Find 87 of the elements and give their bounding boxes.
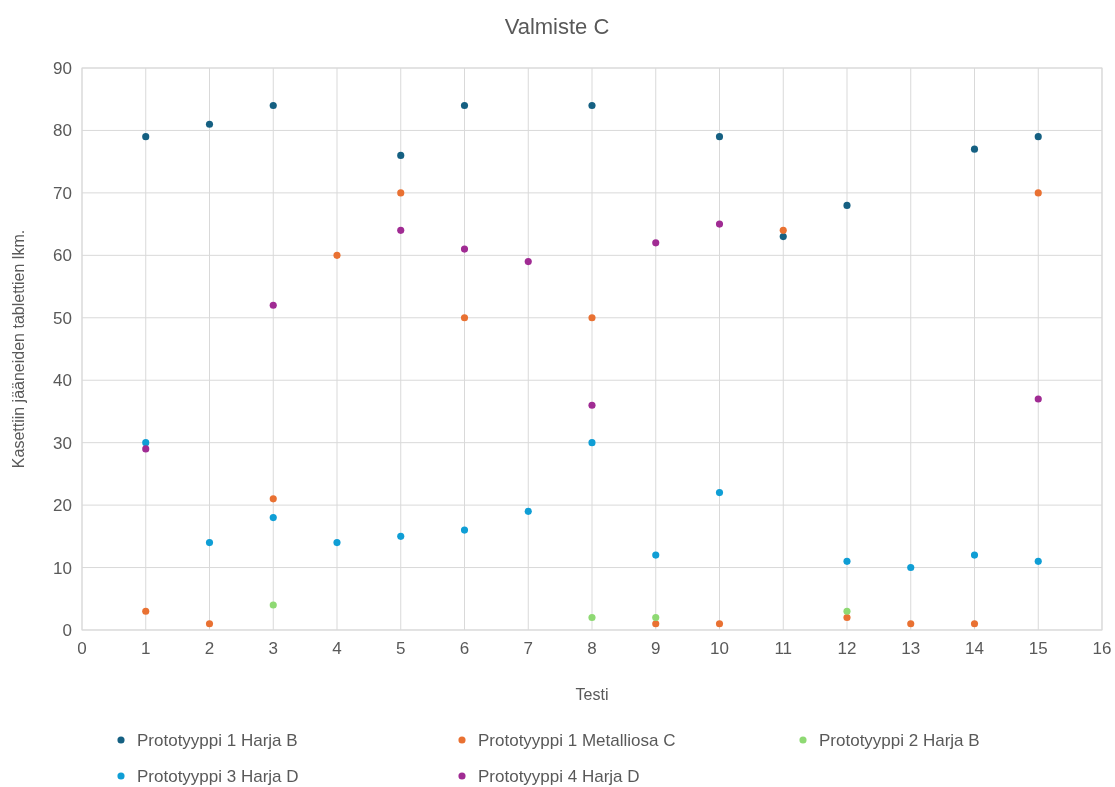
point — [843, 613, 851, 622]
point — [1034, 395, 1042, 403]
x-tick-label: 12 — [837, 639, 857, 658]
legend-label: Prototyyppi 4 Harja D — [478, 767, 640, 786]
point — [907, 563, 915, 572]
x-tick-label: 10 — [710, 639, 729, 658]
x-tick-label: 15 — [1028, 639, 1048, 658]
x-tick-label: 0 — [77, 639, 87, 658]
point — [269, 514, 277, 522]
legend-label: Prototyyppi 1 Metalliosa C — [478, 731, 676, 750]
point — [652, 239, 660, 247]
x-tick-label: 5 — [396, 639, 406, 658]
point — [1034, 557, 1042, 565]
point — [715, 133, 724, 141]
point — [460, 314, 469, 322]
point — [907, 620, 915, 628]
point — [205, 620, 214, 628]
point — [588, 613, 596, 622]
point — [970, 620, 979, 628]
point — [397, 189, 405, 197]
point — [652, 551, 660, 559]
point — [779, 226, 787, 234]
point — [333, 251, 341, 259]
x-tick-label: 7 — [523, 639, 533, 658]
point — [269, 495, 277, 503]
y-tick-label: 50 — [53, 308, 72, 328]
point — [269, 601, 277, 609]
point — [715, 620, 724, 628]
point — [397, 226, 405, 234]
x-tick-label: 11 — [774, 639, 793, 658]
x-tick-label: 1 — [141, 639, 151, 658]
point — [397, 151, 405, 159]
point — [970, 551, 979, 559]
point — [588, 439, 596, 447]
point — [652, 620, 660, 628]
point — [970, 145, 979, 153]
point — [588, 101, 596, 110]
point — [715, 220, 724, 228]
y-axis-title: Kasettiin jääneiden tablettien lkm. — [10, 229, 27, 469]
point — [205, 539, 214, 547]
y-tick-label: 70 — [53, 183, 72, 203]
point — [652, 613, 660, 622]
x-tick-label: 16 — [1092, 639, 1112, 658]
point — [460, 101, 469, 110]
point — [269, 301, 277, 309]
x-tick-label: 3 — [268, 639, 278, 658]
x-tick-label: 13 — [901, 639, 921, 658]
point — [142, 439, 150, 447]
point — [715, 489, 724, 497]
point — [269, 101, 277, 110]
y-tick-label: 80 — [53, 121, 72, 141]
x-tick-label: 8 — [587, 639, 597, 658]
point — [142, 445, 150, 453]
y-tick-label: 90 — [53, 59, 72, 78]
y-tick-label: 20 — [53, 496, 72, 516]
point — [142, 133, 150, 141]
point — [333, 539, 341, 547]
x-axis-title: Testi — [575, 686, 609, 703]
point — [524, 258, 532, 266]
y-tick-label: 40 — [53, 371, 72, 391]
point — [142, 607, 150, 615]
legend-label: Prototyyppi 1 Harja B — [137, 731, 298, 750]
point — [843, 557, 851, 565]
point — [588, 401, 596, 409]
x-tick-label: 2 — [204, 639, 215, 658]
point — [205, 120, 214, 128]
chart-title: Valmiste C — [504, 14, 610, 39]
point — [524, 507, 532, 515]
legend-label: Prototyyppi 2 Harja B — [819, 731, 980, 750]
point — [779, 233, 787, 241]
x-tick-label: 14 — [965, 639, 984, 658]
point — [1034, 133, 1042, 141]
point — [460, 245, 469, 253]
point — [843, 607, 851, 615]
point — [1034, 189, 1042, 197]
point — [460, 526, 469, 534]
y-tick-label: 0 — [62, 621, 72, 640]
point — [588, 314, 596, 322]
y-tick-label: 10 — [53, 558, 72, 578]
x-tick-label: 4 — [332, 639, 342, 658]
legend-label: Prototyyppi 3 Harja D — [137, 767, 299, 786]
y-tick-label: 60 — [53, 246, 72, 266]
point — [843, 201, 851, 209]
point — [397, 532, 405, 540]
x-tick-label: 9 — [651, 639, 661, 658]
y-tick-label: 30 — [53, 433, 72, 453]
x-tick-label: 6 — [459, 639, 470, 658]
